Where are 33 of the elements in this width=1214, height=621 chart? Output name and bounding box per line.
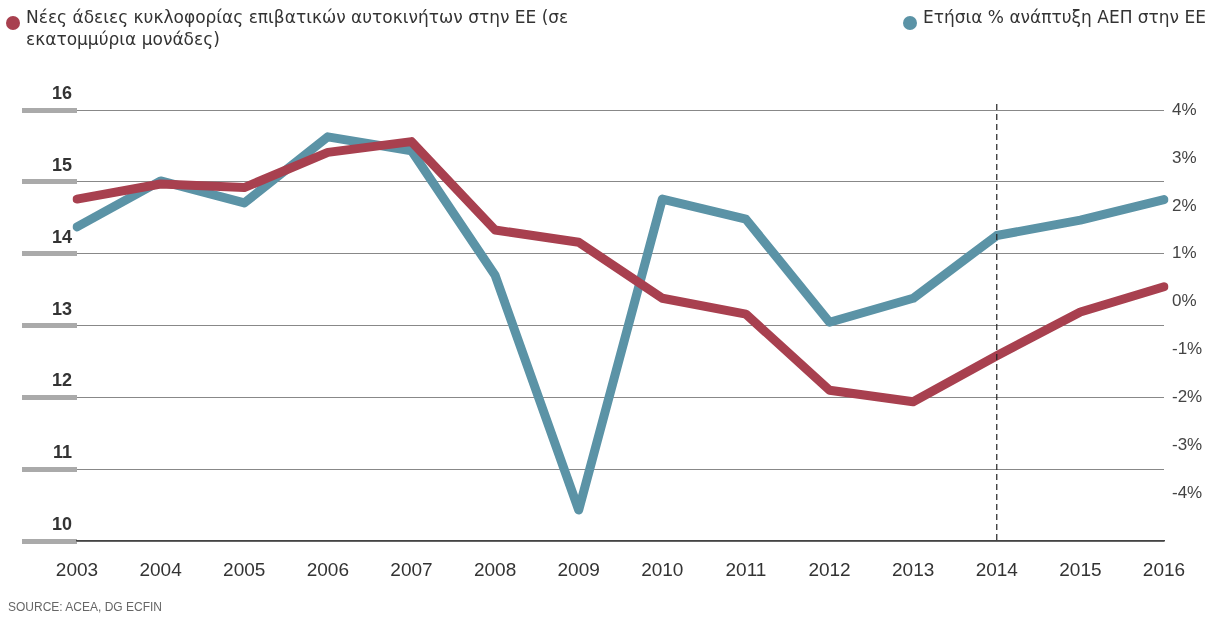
y-tick-label: 14	[51, 226, 72, 247]
y2-tick-label: -1%	[1172, 339, 1203, 359]
y2-tick-label: 0%	[1172, 291, 1197, 311]
y-tick-label: 10	[51, 514, 72, 535]
x-tick-label: 2006	[306, 558, 349, 580]
x-tick-label: 2005	[223, 558, 266, 580]
x-tick-label: 2010	[641, 558, 684, 580]
x-tick-label: 2009	[557, 558, 600, 580]
x-tick-label: 2015	[1059, 558, 1102, 580]
x-tick-label: 2003	[55, 558, 99, 580]
legend-label: Νέες άδειες κυκλοφορίας επιβατικών αυτοκινήτων στην ΕΕ (σε εκατομμύρια μονάδες)	[26, 6, 570, 50]
y-tick-label: 11	[52, 442, 72, 463]
legend-label: Ετήσια % ανάπτυξη ΑΕΠ στην ΕΕ	[922, 6, 1206, 28]
y2-tick-label: -3%	[1172, 435, 1203, 455]
x-tick-label: 2013	[892, 558, 935, 580]
y2-tick-label: 4%	[1172, 99, 1197, 119]
x-tick-label: 2016	[1142, 558, 1186, 580]
x-tick-label: 2012	[808, 558, 851, 580]
source-note: SOURCE: ACEA, DG ECFIN	[8, 600, 163, 614]
x-tick-label: 2011	[725, 558, 767, 580]
y2-tick-label: 1%	[1172, 243, 1197, 263]
x-tick-label: 2004	[139, 558, 183, 580]
x-tick-label: 2008	[473, 558, 517, 580]
x-tick-label: 2007	[390, 558, 433, 580]
y2-tick-label: 2%	[1172, 195, 1197, 215]
y-tick-label: 16	[51, 82, 72, 103]
y-tick-label: 12	[51, 370, 72, 391]
y2-tick-label: 3%	[1172, 147, 1197, 167]
y2-tick-label: -4%	[1172, 482, 1203, 502]
y-tick-label: 15	[51, 154, 72, 175]
x-tick-label: 2014	[975, 558, 1019, 580]
y-tick-label: 13	[51, 298, 72, 319]
y2-tick-label: -2%	[1172, 387, 1203, 407]
